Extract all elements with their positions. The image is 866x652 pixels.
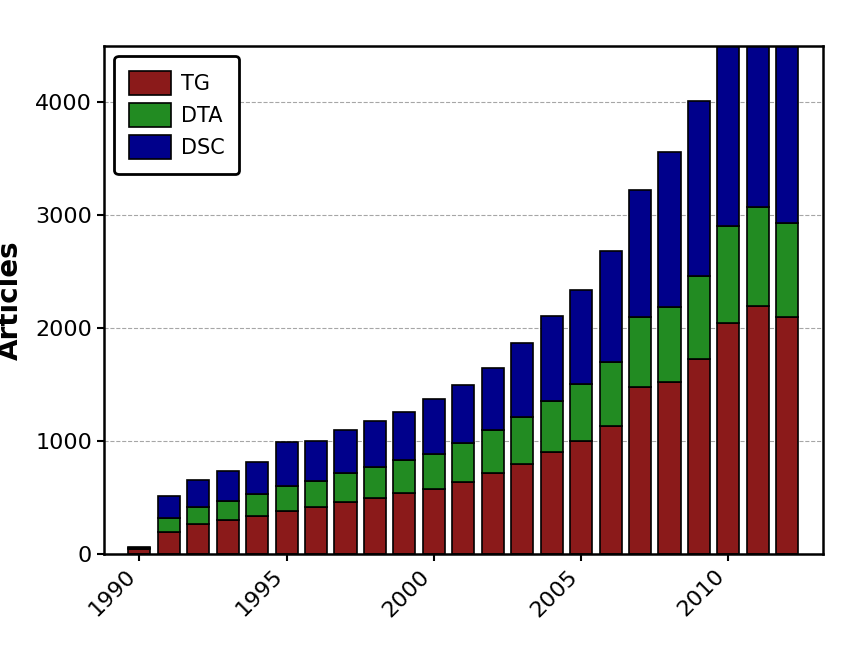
Bar xyxy=(776,317,798,554)
Bar xyxy=(128,548,151,554)
Bar xyxy=(540,316,563,400)
Bar xyxy=(658,306,681,383)
Bar xyxy=(393,493,416,554)
Bar xyxy=(746,207,769,306)
Bar xyxy=(688,101,710,276)
Bar xyxy=(158,518,180,531)
Bar xyxy=(158,496,180,518)
Bar xyxy=(334,502,357,554)
Bar xyxy=(658,383,681,554)
Legend: TG, DTA, DSC: TG, DTA, DSC xyxy=(114,56,239,174)
Bar xyxy=(275,511,298,554)
Bar xyxy=(540,400,563,452)
Bar xyxy=(629,317,651,387)
Bar xyxy=(452,443,475,482)
Bar xyxy=(599,362,622,426)
Bar xyxy=(305,441,327,481)
Bar xyxy=(246,516,268,554)
Bar xyxy=(717,323,740,554)
Bar xyxy=(305,507,327,554)
Bar xyxy=(746,4,769,207)
Bar xyxy=(746,306,769,554)
Bar xyxy=(717,226,740,323)
Bar xyxy=(570,383,592,441)
Bar xyxy=(423,488,445,554)
Bar xyxy=(275,442,298,486)
Bar xyxy=(599,426,622,554)
Bar xyxy=(364,497,386,554)
Bar xyxy=(423,400,445,454)
Bar xyxy=(658,152,681,306)
Bar xyxy=(629,190,651,317)
Bar xyxy=(423,454,445,488)
Bar xyxy=(364,421,386,467)
Bar xyxy=(599,251,622,362)
Bar xyxy=(481,473,504,554)
Bar xyxy=(452,482,475,554)
Bar xyxy=(246,462,268,494)
Bar xyxy=(688,276,710,359)
Bar xyxy=(393,412,416,460)
Bar xyxy=(246,494,268,516)
Bar xyxy=(187,507,210,524)
Bar xyxy=(216,520,239,554)
Bar xyxy=(187,524,210,554)
Bar xyxy=(776,223,798,317)
Bar xyxy=(717,41,740,226)
Bar xyxy=(275,486,298,511)
Bar xyxy=(393,460,416,493)
Bar xyxy=(364,467,386,497)
Y-axis label: Articles: Articles xyxy=(0,240,24,360)
Bar xyxy=(452,385,475,443)
Bar xyxy=(511,343,533,417)
Bar xyxy=(776,23,798,223)
Bar xyxy=(216,501,239,520)
Bar xyxy=(158,531,180,554)
Bar xyxy=(334,430,357,473)
Bar xyxy=(216,471,239,501)
Bar xyxy=(511,417,533,464)
Bar xyxy=(570,289,592,383)
Bar xyxy=(187,480,210,507)
Bar xyxy=(511,464,533,554)
Bar xyxy=(481,430,504,473)
Bar xyxy=(629,387,651,554)
Bar xyxy=(540,452,563,554)
Bar xyxy=(305,481,327,507)
Bar xyxy=(570,441,592,554)
Bar xyxy=(481,368,504,430)
Bar xyxy=(334,473,357,502)
Bar xyxy=(128,547,151,548)
Bar xyxy=(688,359,710,554)
